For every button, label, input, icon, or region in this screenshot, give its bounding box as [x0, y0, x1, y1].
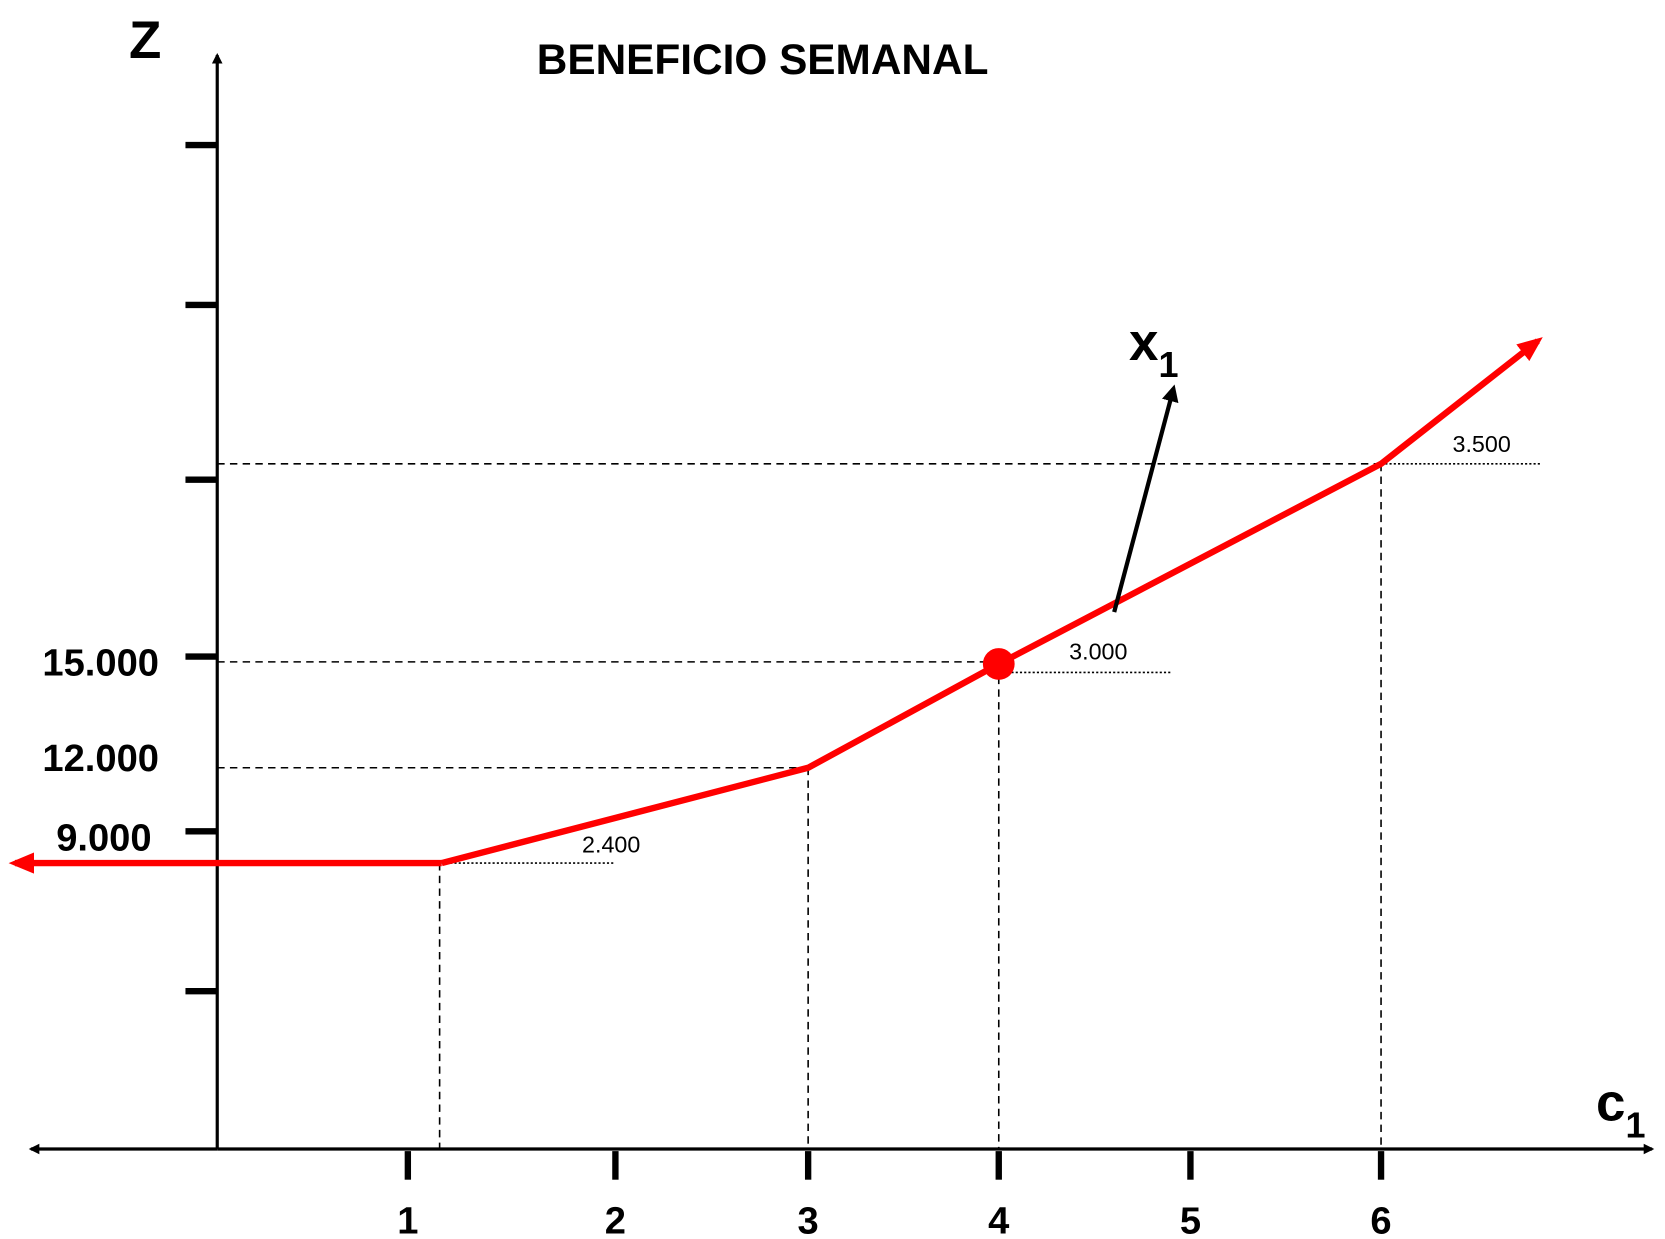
variable-label-sub: 1: [1158, 344, 1178, 385]
x-axis-label: c1: [1596, 1073, 1645, 1145]
x-label: 2: [605, 1200, 626, 1239]
slope-guides: [441, 463, 1540, 864]
slope-label: 3.000: [1069, 639, 1127, 665]
x-ticks: [404, 1151, 1385, 1180]
x-label: 3: [798, 1200, 819, 1239]
slope-label: 3.500: [1453, 431, 1511, 457]
y-axis-label: Z: [129, 11, 161, 70]
variable-label: x1: [1129, 313, 1178, 385]
variable-arrow: [1112, 384, 1179, 613]
optimal-point: [982, 648, 1015, 680]
x-label: 6: [1370, 1200, 1391, 1239]
x-label: 5: [1180, 1200, 1201, 1239]
slope-label: 2.400: [582, 831, 640, 857]
y-label: 9.000: [56, 816, 151, 859]
y-ticks: [185, 141, 218, 995]
x-label: 1: [397, 1200, 418, 1239]
y-label: 12.000: [42, 737, 159, 780]
y-label: 15.000: [42, 642, 159, 685]
x-label: 4: [988, 1200, 1009, 1239]
title: BENEFICIO SEMANAL: [537, 36, 989, 83]
guides: [217, 463, 1382, 1149]
profit-line: [440, 337, 1543, 867]
variable-label-main: x: [1129, 313, 1159, 372]
x-axis-label-sub: 1: [1625, 1104, 1645, 1145]
x-axis-label-main: c: [1596, 1073, 1625, 1132]
